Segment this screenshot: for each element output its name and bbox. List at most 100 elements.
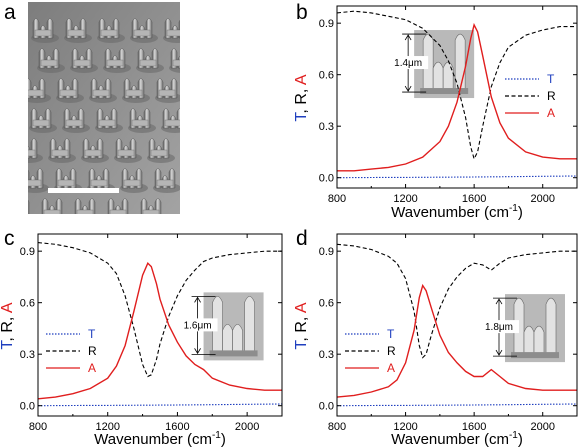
legend-label-T: T <box>547 72 555 86</box>
chart-panel-b: 1.4μm 800 1200 1600 2000 0.0 0.3 0.6 0.9 Wavenumb… <box>293 5 578 221</box>
dimension-label: 1.8μm <box>485 322 513 333</box>
series-line-R <box>37 242 282 378</box>
legend-label-T: T <box>88 327 96 341</box>
legend-label-A: A <box>88 361 96 375</box>
series-line-R <box>336 243 577 359</box>
inset-base <box>511 352 559 359</box>
series-line-T <box>336 403 578 407</box>
arrow-head-down <box>404 85 412 92</box>
inset-pillar <box>442 61 454 91</box>
y-tick-label: 0.3 <box>319 121 334 133</box>
x-tick-label: 1200 <box>393 421 417 433</box>
legend-label-R: R <box>387 344 396 358</box>
sem-pillar-cluster <box>130 18 158 43</box>
series-line-A <box>336 283 577 398</box>
x-tick-label: 1200 <box>393 193 417 205</box>
sem-inset: 1.6μm <box>177 292 264 361</box>
dimension-label-bg <box>479 320 519 334</box>
x-tick-label: 2000 <box>530 193 554 205</box>
y-tick-label: 0.0 <box>319 173 334 185</box>
legend-label-R: R <box>88 344 97 358</box>
sem-pillar-cluster <box>89 78 117 103</box>
arrow-head-down <box>194 348 201 355</box>
y-tick-label: 0.6 <box>319 70 334 82</box>
series-line-T <box>37 403 283 407</box>
sem-pillar-cluster <box>37 48 65 73</box>
sem-pillar-cluster <box>64 18 92 43</box>
panel-letter-c: c <box>4 227 15 250</box>
x-tick-label: 1200 <box>95 421 119 433</box>
inset-pillar <box>244 296 255 353</box>
sem-pillar-cluster <box>28 199 30 214</box>
x-axis-label: Wavenumber (cm-1) <box>94 430 226 448</box>
y-tick-label: 0.9 <box>319 18 334 30</box>
sem-pillar-cluster <box>62 108 90 133</box>
x-tick-label: 1600 <box>165 421 189 433</box>
plot-frame <box>336 5 578 189</box>
sem-pillar-cluster <box>153 168 180 193</box>
y-axis-label: T, R, A <box>293 302 310 349</box>
sem-pillar-array <box>28 2 180 214</box>
y-tick-label: 0.6 <box>20 298 35 310</box>
sem-pillar-cluster <box>74 198 96 214</box>
y-tick-label: 0.0 <box>319 401 334 413</box>
legend: TRA <box>345 327 396 375</box>
y-tick-label: 0.3 <box>319 349 334 361</box>
dimension-label-bg <box>177 318 218 332</box>
x-tick-label: 800 <box>29 421 47 433</box>
sem-pillar-cluster <box>29 108 57 133</box>
x-axis-label: Wavenumber (cm-1) <box>391 203 523 221</box>
scale-bar <box>48 188 119 193</box>
arrow-head-down <box>495 349 503 356</box>
legend-label-A: A <box>547 106 555 120</box>
dimension-label-bg <box>388 56 429 70</box>
sem-pillar-cluster <box>103 48 131 73</box>
sem-pillar-cluster <box>107 198 129 214</box>
dimension-label: 1.6μm <box>184 320 212 331</box>
x-tick-label: 1600 <box>462 193 486 205</box>
legend-label-T: T <box>387 327 395 341</box>
panel-letter-d: d <box>296 227 308 250</box>
series-line-A <box>37 261 282 400</box>
sem-pillar-cluster <box>140 198 162 214</box>
inset-pillar <box>523 325 535 355</box>
chart-panel-c: 1.6μm 800 1200 1600 2000 0.0 0.3 0.6 0.9 Wavenumb… <box>0 233 283 448</box>
y-tick-label: 0.0 <box>20 401 35 413</box>
arrow-head-up <box>404 34 412 41</box>
legend: TRA <box>46 327 97 375</box>
y-axis-label: T, R, A <box>293 74 310 121</box>
sem-pillar-cluster <box>120 168 148 193</box>
sem-pillar-cluster <box>28 168 49 193</box>
sem-pillar-cluster <box>128 108 156 133</box>
x-tick-label: 800 <box>328 193 346 205</box>
series-line-A <box>337 22 577 172</box>
inset-base <box>209 350 258 357</box>
sem-pillar-cluster <box>41 198 63 214</box>
series-line-T <box>336 175 578 179</box>
sem-pillar-cluster <box>31 18 59 43</box>
sem-micrograph <box>28 2 180 214</box>
sem-inset: 1.8μm <box>479 294 565 363</box>
sem-pillar-cluster <box>122 78 150 103</box>
y-tick-label: 0.3 <box>20 349 35 361</box>
x-axis-label: Wavenumber (cm-1) <box>391 430 523 448</box>
arrow-head-up <box>495 298 503 305</box>
sem-pillar-cluster <box>97 18 125 43</box>
sem-pillar-cluster <box>95 108 123 133</box>
inset-pillar <box>545 297 557 355</box>
x-tick-label: 2000 <box>530 421 554 433</box>
x-tick-label: 2000 <box>235 421 259 433</box>
sem-pillar-cluster <box>56 78 84 103</box>
inset-pillar <box>222 324 233 353</box>
sem-pillar-cluster <box>28 78 51 103</box>
inset-pillar <box>432 61 444 91</box>
x-tick-label: 1600 <box>462 421 486 433</box>
inset-pillar <box>422 33 434 91</box>
sem-pillar-cluster <box>147 138 175 163</box>
sem-pillar-cluster <box>169 48 180 73</box>
panel-letter-b: b <box>296 1 308 24</box>
legend: TRA <box>505 72 556 120</box>
dimension-label: 1.4μm <box>394 58 422 69</box>
arrow-head-up <box>194 296 201 303</box>
inset-base <box>420 88 469 95</box>
